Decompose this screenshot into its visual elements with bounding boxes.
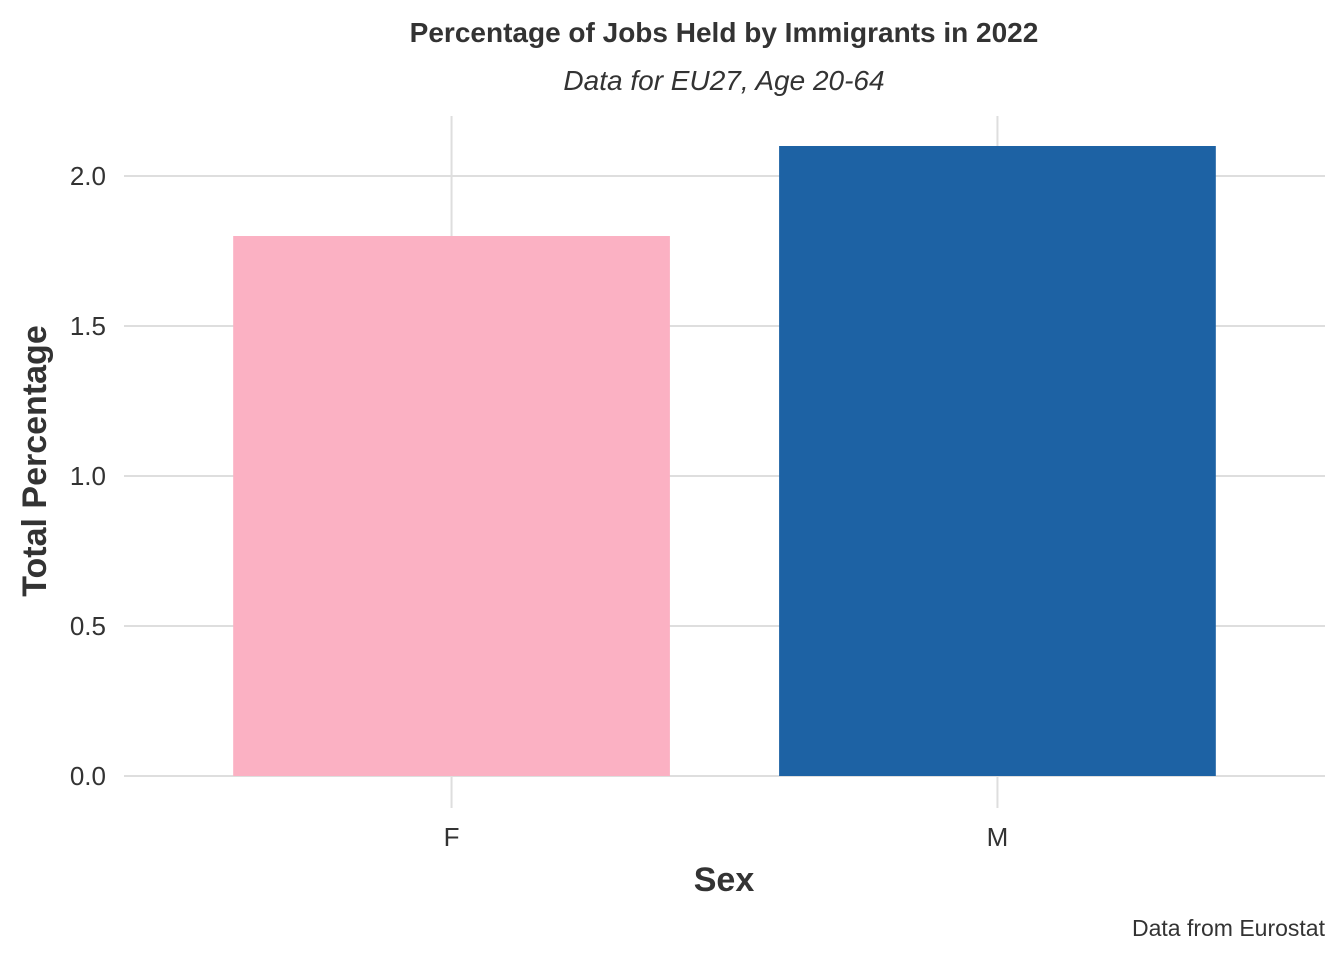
bar-M (779, 146, 1216, 776)
y-axis-title: Total Percentage (16, 325, 54, 596)
y-tick-label: 0.0 (70, 761, 106, 791)
chart-title: Percentage of Jobs Held by Immigrants in… (410, 17, 1039, 48)
y-tick-label: 1.0 (70, 461, 106, 491)
x-axis-title: Sex (694, 861, 755, 899)
y-tick-label: 0.5 (70, 611, 106, 641)
x-tick-label: M (987, 822, 1009, 852)
bar-F (233, 236, 670, 776)
chart-subtitle: Data for EU27, Age 20-64 (563, 65, 884, 96)
bars (233, 146, 1216, 776)
y-tick-label: 2.0 (70, 161, 106, 191)
y-tick-label: 1.5 (70, 311, 106, 341)
chart-caption: Data from Eurostat (1132, 915, 1326, 941)
axis-ticks: 0.0 0.5 1.0 1.5 2.0 F M (70, 161, 1008, 852)
x-tick-label: F (444, 822, 460, 852)
